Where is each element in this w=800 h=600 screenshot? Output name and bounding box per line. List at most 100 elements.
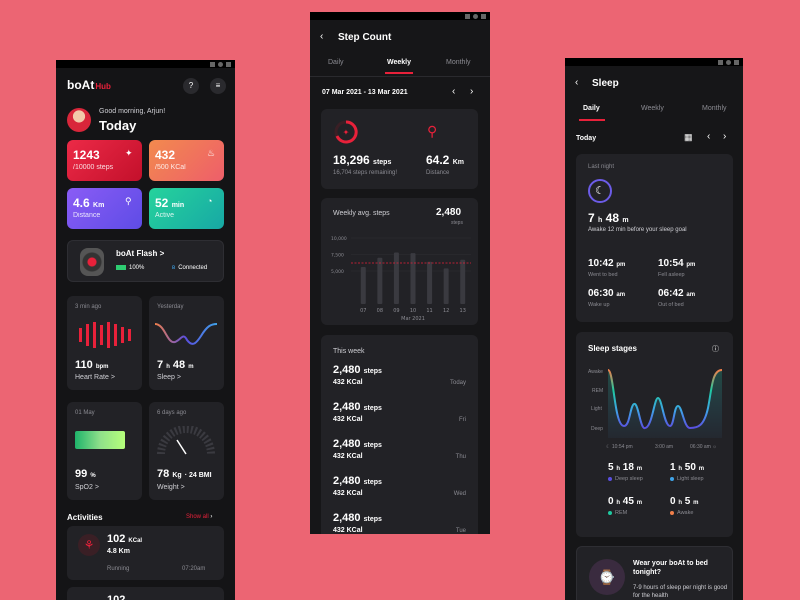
bar-12[interactable] — [443, 268, 449, 304]
sleep-time-label: Fell asleep — [658, 272, 685, 278]
stage-label-deep: Deep — [591, 426, 603, 432]
sleep-stages-heading: Sleep stages — [588, 344, 637, 353]
active-tile[interactable]: 52 min Active ◔ — [149, 188, 224, 229]
steps-goal: /10000 steps — [73, 164, 114, 171]
x-tick-label: 10 — [410, 308, 416, 314]
distance-tile[interactable]: 4.6 Km Distance ⚲ — [67, 188, 142, 229]
weekly-avg-value: 2,480 — [436, 207, 462, 218]
this-week-heading: This week — [333, 348, 365, 355]
spo2-value: 99 % — [75, 468, 96, 480]
runner-icon: ⚘ — [78, 534, 100, 556]
sleep-value: 7 h 48 m — [157, 359, 194, 371]
app-logo: boAtHub — [67, 78, 111, 92]
activity-type: Running — [107, 566, 130, 572]
sleep-card[interactable]: Yesterday 7 h 48 m Sleep > — [149, 296, 224, 390]
watch-icon — [80, 248, 104, 276]
bluetooth-icon: ʙ — [172, 265, 176, 271]
settings-button[interactable]: ≡ — [210, 78, 226, 94]
duration-label: Awake — [670, 510, 693, 516]
sleep-time-value: 10:42 pm — [588, 258, 626, 269]
activity-card-next[interactable]: 102 — [67, 587, 224, 600]
bar-13[interactable] — [460, 259, 466, 304]
heart-label: Heart Rate > — [75, 374, 115, 381]
tab-monthly[interactable]: Monthly — [446, 59, 471, 66]
activity-calories: 102 KCal — [107, 533, 143, 545]
help-button[interactable]: ? — [183, 78, 199, 94]
sleep-time-label: Wake up — [588, 302, 610, 308]
sliders-icon: ≡ — [215, 81, 221, 90]
calories-goal: /500 KCal — [155, 164, 186, 171]
x-axis-label: Mar 2021 — [401, 316, 425, 322]
steps-tile[interactable]: 1243 /10000 steps ✦ — [67, 140, 142, 181]
info-icon[interactable]: ⓘ — [712, 346, 719, 353]
weight-card[interactable]: 6 days ago 78 Kg · 24 BMI Weight > — [149, 402, 224, 500]
duration-value: 0 h 45 m — [608, 496, 643, 507]
weight-gauge — [157, 426, 215, 455]
bar-11[interactable] — [427, 261, 433, 304]
steps-remaining: 16,704 steps remaining! — [333, 170, 398, 176]
spo2-label: SpO2 > — [75, 484, 99, 491]
tab-divider — [310, 76, 490, 77]
promo-text: 7-9 hours of sleep per night is good for… — [633, 585, 728, 600]
sleep-time-value: 06:30 am — [588, 288, 626, 299]
duration-label: Deep sleep — [608, 476, 643, 482]
spo2-gauge — [75, 431, 125, 449]
tab-weekly[interactable]: Weekly — [387, 59, 411, 66]
duration-value: 5 h 18 m — [608, 462, 643, 473]
last-night-label: Last night — [588, 164, 615, 170]
bar-10[interactable] — [410, 253, 416, 304]
weekly-avg-unit: steps — [451, 220, 463, 226]
y-tick-label: 5,000 — [331, 269, 344, 275]
calendar-icon[interactable]: ▦ — [684, 132, 693, 142]
heart-rate-card[interactable]: 3 min ago 110 bpm Heart Rate > — [67, 296, 142, 390]
step-count-screen: ‹ Step Count Daily Weekly Monthly 07 Mar… — [310, 12, 490, 534]
tab-weekly[interactable]: Weekly — [641, 105, 664, 112]
steps-total: 18,296 steps — [333, 153, 392, 167]
weight-label: Weight > — [157, 484, 185, 491]
steps-progress-ring: ✦ — [334, 120, 358, 144]
activity-distance: 4.8 Km — [107, 548, 130, 555]
row-day: Thu — [455, 454, 466, 460]
back-arrow-icon[interactable]: ‹ — [320, 31, 324, 42]
device-card[interactable]: boAt Flash > 100% ʙ Connected — [67, 240, 224, 282]
row-kcal: 432 KCal — [333, 490, 363, 497]
activity-card[interactable]: ⚘ 102 KCal 4.8 Km Running 07:20am — [67, 526, 224, 580]
row-steps: 2,480 steps — [333, 401, 382, 413]
active-value: 52 min — [155, 196, 185, 210]
flame-icon: ♨ — [207, 148, 216, 158]
wear-to-bed-card[interactable]: ⌚ Wear your boAt to bed tonight? 7-9 hou… — [576, 546, 733, 600]
footsteps-icon: ✦ — [125, 148, 133, 158]
spo2-card[interactable]: 01 May 99 % SpO2 > — [67, 402, 142, 500]
prev-week-button[interactable]: ‹ — [452, 86, 456, 97]
tab-indicator — [579, 119, 605, 121]
row-day: Wed — [453, 491, 466, 497]
tab-daily[interactable]: Daily — [583, 105, 600, 112]
location-pin-icon: ⚲ — [427, 123, 438, 139]
next-week-button[interactable]: › — [470, 86, 474, 97]
row-steps: 2,480 steps — [333, 475, 382, 487]
bar-09[interactable] — [393, 252, 399, 304]
back-arrow-icon[interactable]: ‹ — [575, 77, 579, 88]
calories-tile[interactable]: 432 /500 KCal ♨ — [149, 140, 224, 181]
avatar[interactable] — [67, 108, 91, 132]
home-screen: boAtHub ? ≡ Good morning, Arjun! Today 1… — [56, 60, 235, 600]
bar-08[interactable] — [377, 257, 383, 304]
show-all-link[interactable]: Show all › — [186, 514, 213, 520]
next-day-button[interactable]: › — [723, 131, 727, 142]
sleep-time-value: 06:42 am — [658, 288, 696, 299]
distance-total: 64.2 Km — [426, 153, 464, 167]
tab-monthly[interactable]: Monthly — [702, 105, 727, 112]
weight-value: 78 Kg · 24 BMI — [157, 468, 212, 480]
row-day: Fri — [459, 417, 466, 423]
stage-label-awake: Awake — [588, 369, 603, 375]
row-day: Tue — [455, 528, 466, 534]
timer-icon: ◔ — [207, 196, 213, 206]
status-bar — [565, 58, 743, 66]
axis-mid: 3:00 am — [655, 444, 674, 450]
prev-day-button[interactable]: ‹ — [707, 131, 711, 142]
row-steps: 2,480 steps — [333, 512, 382, 524]
this-week-card: This week 2,480 steps 432 KCal Today 2,480 … — [321, 335, 478, 534]
tab-daily[interactable]: Daily — [328, 59, 344, 66]
bar-07[interactable] — [360, 267, 366, 304]
distance-value: 4.6 Km — [73, 196, 105, 210]
